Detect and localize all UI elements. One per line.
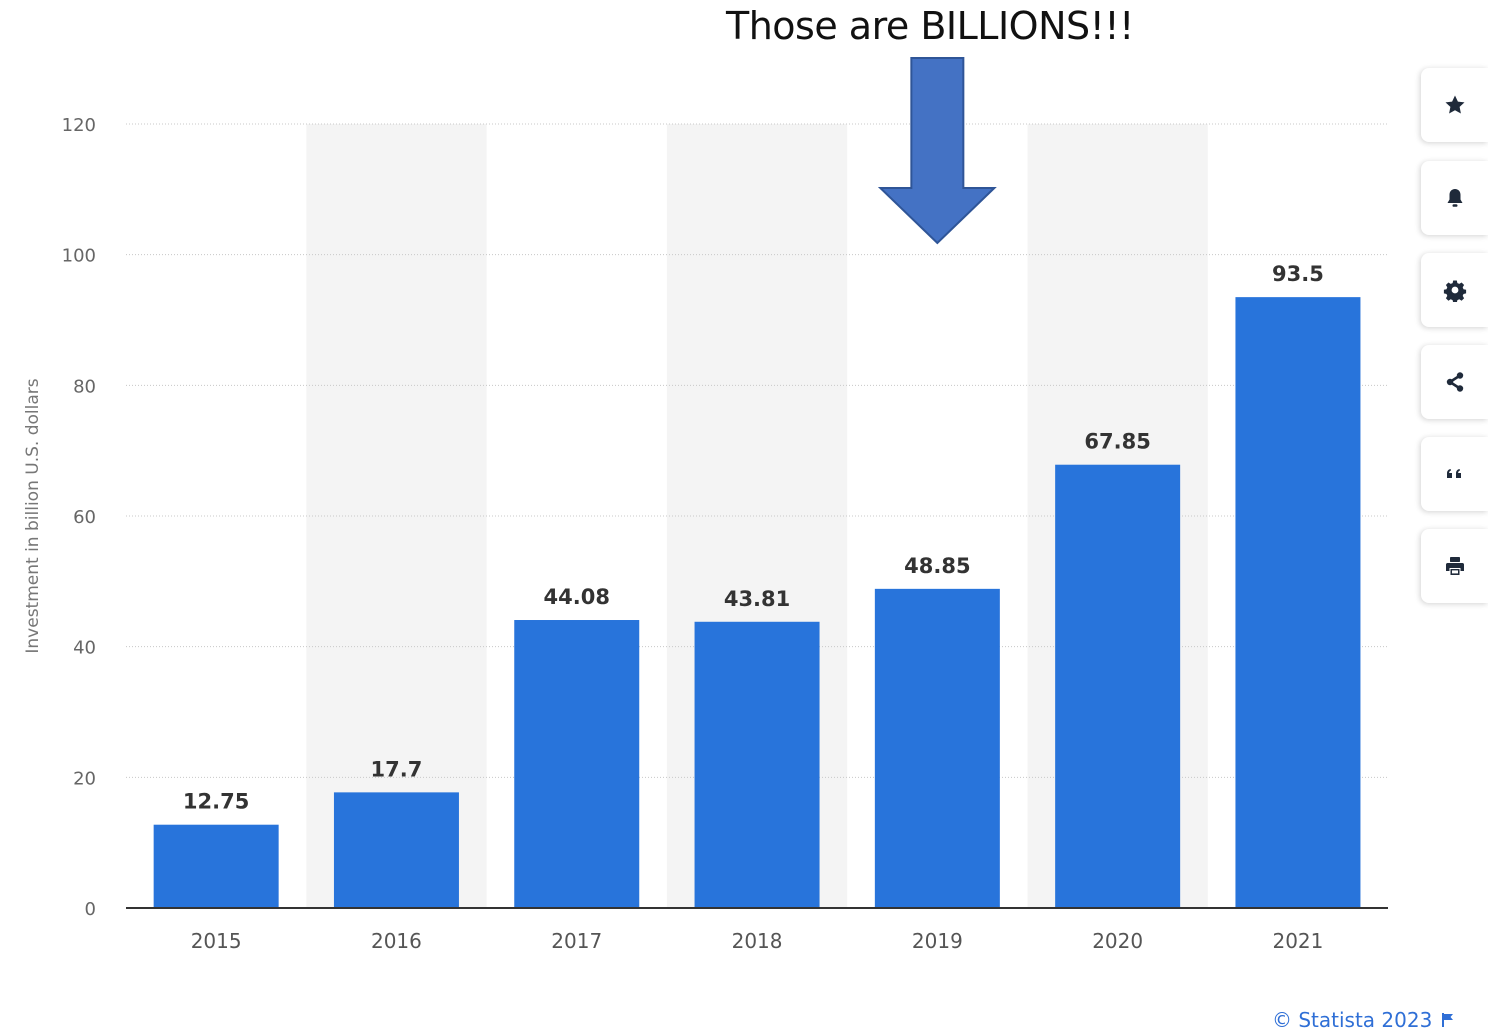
y-axis-label: Investment in billion U.S. dollars: [23, 378, 43, 653]
x-tick-label: 2016: [371, 929, 422, 953]
bar: [153, 824, 279, 908]
bar: [1235, 297, 1361, 909]
cite-button[interactable]: [1421, 437, 1488, 511]
y-tick-label: 20: [73, 768, 96, 789]
data-label: 17.7: [371, 757, 423, 781]
share-button[interactable]: [1421, 345, 1488, 419]
data-label: 44.08: [544, 585, 610, 609]
credit-text: © Statista 2023: [1272, 1008, 1433, 1032]
y-tick-label: 40: [73, 638, 96, 659]
y-tick-label: 120: [62, 115, 96, 136]
bar: [514, 620, 640, 908]
x-tick-label: 2019: [912, 929, 963, 953]
notification-button[interactable]: [1421, 161, 1488, 235]
data-label: 93.5: [1272, 262, 1324, 286]
print-button[interactable]: [1421, 529, 1488, 603]
bar: [694, 621, 820, 908]
annotation-text: Those are BILLIONS!!!: [726, 4, 1134, 48]
data-label: 12.75: [183, 790, 249, 814]
y-tick-label: 60: [73, 507, 96, 528]
x-tick-label: 2020: [1092, 929, 1143, 953]
bar: [333, 792, 459, 908]
settings-button[interactable]: [1421, 253, 1488, 327]
x-tick-label: 2018: [732, 929, 783, 953]
gear-icon: [1443, 280, 1466, 302]
x-tick-label: 2021: [1272, 929, 1323, 953]
bar: [874, 588, 1000, 908]
data-label: 67.85: [1084, 430, 1150, 454]
y-tick-label: 0: [85, 899, 96, 920]
share-icon: [1446, 372, 1463, 392]
star-button[interactable]: [1421, 68, 1488, 142]
source-credit[interactable]: © Statista 2023: [1272, 1008, 1454, 1032]
y-tick-label: 100: [62, 246, 96, 267]
x-tick-label: 2015: [191, 929, 242, 953]
bell-icon: [1447, 189, 1462, 207]
x-tick-label: 2017: [551, 929, 602, 953]
data-label: 43.81: [724, 587, 790, 611]
printer-icon: [1445, 557, 1464, 575]
flag-icon: [1442, 1008, 1454, 1032]
annotation-arrow: [877, 57, 997, 245]
quote-icon: [1446, 469, 1461, 478]
data-label: 48.85: [904, 554, 970, 578]
star-icon: [1445, 95, 1464, 114]
y-tick-label: 80: [73, 376, 96, 397]
bar: [1055, 464, 1181, 908]
